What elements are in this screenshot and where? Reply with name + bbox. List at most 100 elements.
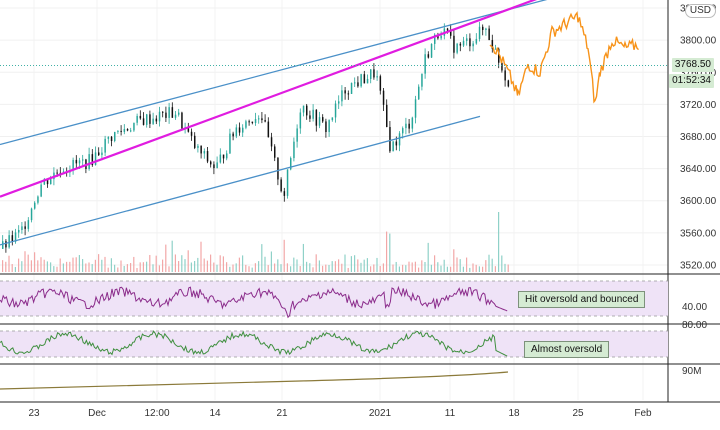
candle-countdown-label: 01:52:34 (669, 74, 714, 89)
volume-bar (341, 263, 343, 272)
volume-bar (184, 259, 186, 272)
candle-body (30, 208, 33, 221)
candle-body (475, 38, 478, 44)
volume-bar (443, 259, 445, 272)
candle-body (466, 38, 468, 41)
candle-body (398, 133, 401, 146)
volume-bar (18, 258, 20, 272)
volume-bar (238, 257, 240, 272)
price-tick-label: 3560.00 (680, 228, 717, 239)
volume-bar (62, 263, 64, 272)
candle-body (216, 162, 218, 169)
volume-bar (107, 267, 109, 272)
candle-body (120, 130, 122, 132)
volume-bar (123, 265, 125, 272)
currency-button[interactable]: USD (684, 4, 716, 18)
volume-bar (229, 266, 231, 272)
candle-body (382, 90, 385, 105)
candle-body (427, 54, 430, 58)
candles (2, 21, 510, 253)
volume-bar (190, 262, 192, 272)
candle-body (98, 152, 100, 156)
candle-body (152, 118, 154, 124)
volume-bar (274, 263, 276, 272)
time-tick-label: Dec (88, 408, 106, 419)
volume-bar (94, 259, 96, 272)
volume-bar (347, 267, 349, 272)
candle-body (254, 119, 257, 123)
volume-bar (427, 242, 429, 272)
candle-body (370, 69, 372, 79)
candle-body (357, 82, 359, 87)
volume-bar (181, 255, 183, 272)
candle-body (110, 136, 113, 141)
candle-body (222, 154, 225, 159)
volume-bar (283, 239, 285, 272)
candle-body (270, 137, 273, 147)
candle-body (334, 103, 337, 118)
volume-bar (373, 264, 375, 272)
volume-bar (370, 266, 372, 272)
volume-bar (277, 259, 279, 272)
rsi-note-label[interactable]: Hit oversold and bounced (518, 291, 646, 308)
candle-body (178, 112, 180, 115)
volume-bar (187, 250, 189, 272)
time-tick-label: 12:00 (144, 408, 169, 419)
last-price-label: 3768.50 (671, 58, 714, 73)
volume-bar (318, 260, 320, 272)
rsi-axis-label: 40.00 (682, 302, 707, 313)
volume-bar (53, 266, 55, 272)
volume-bar (264, 256, 266, 272)
volume-bar (350, 256, 352, 272)
volume-bar (152, 264, 154, 272)
volume-bar (216, 264, 218, 272)
volume-bar (328, 264, 330, 272)
time-axis: 23 Dec 12:00 14 21 2021 11 18 25 Feb (28, 408, 652, 419)
volume-bar (126, 264, 128, 272)
candle-body (46, 179, 49, 185)
volume-bar (178, 261, 180, 272)
candle-body (24, 226, 26, 229)
candle-body (158, 111, 161, 122)
volume-bar (245, 264, 247, 272)
candle-body (328, 120, 330, 133)
candle-body (91, 154, 94, 166)
candle-body (350, 82, 353, 94)
candle-body (462, 40, 465, 46)
volume-bar (267, 265, 269, 272)
candle-body (229, 133, 231, 154)
volume-bars (2, 212, 509, 272)
candle-body (366, 78, 369, 84)
volume-bar (110, 258, 112, 272)
volume-axis-label: 90M (682, 366, 701, 377)
candle-body (392, 141, 394, 152)
candle-body (133, 122, 135, 131)
volume-bar (478, 266, 480, 272)
candle-body (72, 159, 74, 171)
volume-bar (488, 254, 490, 272)
volume-bar (174, 254, 176, 272)
time-tick-label: 18 (508, 408, 520, 419)
candle-body (107, 136, 110, 139)
candle-body (430, 43, 433, 58)
candle-body (482, 26, 484, 30)
candle-body (450, 30, 452, 36)
volume-bar (72, 257, 74, 272)
price-tick-label: 3760.00 (680, 68, 717, 79)
price-axis: 3840.003800.003760.003720.003680.003640.… (680, 4, 717, 272)
oscillator-note-label[interactable]: Almost oversold (524, 341, 610, 358)
candle-body (418, 86, 420, 100)
candle-body (34, 202, 36, 209)
volume-bar (376, 257, 378, 272)
candle-body (302, 105, 305, 113)
volume-bar (491, 258, 493, 272)
candle-body (286, 169, 289, 196)
volume-bar (165, 244, 167, 272)
candle-body (360, 74, 362, 87)
candle-body (245, 121, 247, 128)
candle-body (82, 159, 84, 161)
candle-body (446, 28, 449, 31)
price-tick-label: 3520.00 (680, 260, 717, 271)
